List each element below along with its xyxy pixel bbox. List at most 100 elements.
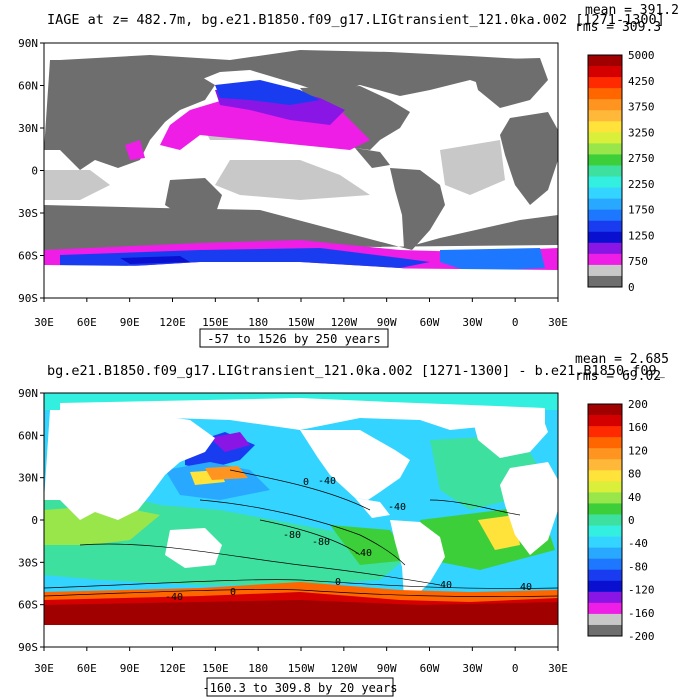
colorbar-swatch [588, 415, 622, 427]
colorbar-swatch [588, 558, 622, 571]
colorbar-swatch [588, 231, 622, 244]
top-lat-axis: 90N 60N 30N 0 30S 60S 90S [18, 37, 44, 305]
colorbar-label: 2750 [628, 152, 655, 165]
colorbar-swatch [588, 176, 622, 189]
bottom-contour-labels: 0 -40 -80 -80 -40 -40 0 40 0 -40 40 [165, 476, 532, 603]
bottom-mean: mean = 2.685 [575, 352, 669, 367]
colorbar-label: 0 [628, 281, 635, 294]
lat-tick-label: 60N [18, 429, 38, 442]
lat-tick-label: 30S [18, 207, 38, 220]
bottom-range-box [206, 677, 394, 697]
colorbar-swatch [588, 492, 622, 504]
colorbar-label: 0 [628, 514, 635, 527]
contour-label: -40 [318, 476, 336, 487]
colorbar-label: 120 [628, 444, 648, 457]
bottom-range-text: -160.3 to 309.8 by 20 years [202, 681, 397, 695]
bottom-rms: rms = 69.02 [575, 369, 661, 384]
colorbar-swatch [588, 602, 622, 615]
contour-label: -40 [354, 548, 372, 559]
colorbar-swatch [588, 198, 622, 211]
lon-tick-label: 90E [120, 662, 140, 675]
colorbar-swatch [588, 264, 622, 277]
colorbar-swatch [588, 437, 622, 449]
colorbar-swatch [588, 154, 622, 166]
colorbar-swatch [588, 165, 622, 178]
contour-label: -40 [388, 502, 406, 513]
bottom-colorbar: 200 160 120 80 40 0 -40 -80 -120 -160 -200 [587, 398, 655, 643]
contour-label: -80 [283, 530, 301, 541]
colorbar-label: 1750 [628, 204, 655, 217]
bottom-map-area [43, 392, 559, 648]
top-rms: rms = 309.3 [575, 20, 661, 35]
colorbar-swatch [588, 569, 622, 582]
lat-tick-label: 60S [18, 250, 38, 263]
bottom-lat-axis: 90N 60N 30N 0 30S 60S 90S [18, 387, 44, 654]
lon-tick-label: 120E [159, 662, 186, 675]
lon-tick-label: 120W [331, 662, 358, 675]
lon-tick-label: 30E [548, 316, 568, 329]
lon-tick-label: 120E [159, 316, 186, 329]
bottom-lon-axis: 30E 60E 90E 120E 150E 180 150W 120W 90W 60W 30W 0 30… [34, 647, 568, 675]
top-map-panel: IAGE at z= 482.7m, bg.e21.B1850.f09_g17.… [18, 3, 679, 348]
colorbar-label: 5000 [628, 49, 655, 62]
lon-tick-label: 60W [420, 662, 440, 675]
top-range-text: -57 to 1526 by 250 years [207, 332, 380, 346]
contour-label: -80 [312, 537, 330, 548]
lon-tick-label: 30W [462, 316, 482, 329]
colorbar-swatch [588, 110, 622, 122]
colorbar-label: 750 [628, 255, 648, 268]
colorbar-label: 80 [628, 468, 641, 481]
colorbar-swatch [588, 99, 622, 111]
lat-tick-label: 0 [31, 165, 38, 178]
colorbar-label: 160 [628, 421, 648, 434]
colorbar-label: 40 [628, 491, 641, 504]
top-title: IAGE at z= 482.7m, bg.e21.B1850.f09_g17.… [47, 12, 665, 28]
lat-tick-label: 30S [18, 556, 38, 569]
colorbar-swatch [588, 580, 622, 593]
lat-tick-label: 60S [18, 599, 38, 612]
lon-tick-label: 30E [34, 662, 54, 675]
colorbar-label: -200 [628, 630, 655, 643]
colorbar-label: -120 [628, 584, 655, 597]
lon-tick-label: 30E [34, 316, 54, 329]
colorbar-swatch [588, 404, 622, 416]
colorbar-swatch [588, 275, 622, 288]
colorbar-swatch [588, 143, 622, 155]
lat-tick-label: 30N [18, 122, 38, 135]
colorbar-swatch [588, 55, 622, 67]
colorbar-label: -80 [628, 560, 648, 573]
colorbar-swatch [588, 88, 622, 100]
lon-tick-label: 0 [512, 316, 519, 329]
colorbar-swatch [588, 77, 622, 89]
colorbar-label: -40 [628, 537, 648, 550]
lon-tick-label: 0 [512, 662, 519, 675]
contour-label: -40 [165, 592, 183, 603]
colorbar-swatch [588, 591, 622, 604]
colorbar-swatch [588, 448, 622, 460]
colorbar-swatch [588, 426, 622, 438]
colorbar-label: 4250 [628, 75, 655, 88]
contour-label: 0 [303, 477, 309, 488]
colorbar-label: 2250 [628, 178, 655, 191]
colorbar-label: 3750 [628, 101, 655, 114]
contour-label: 40 [520, 582, 532, 593]
colorbar-swatch [588, 209, 622, 222]
top-colorbar: 5000 4250 3750 3250 2750 2250 1750 1250 750 0 [587, 49, 655, 294]
colorbar-label: 200 [628, 398, 648, 411]
lon-tick-label: 60W [420, 316, 440, 329]
colorbar-swatch [588, 503, 622, 515]
lat-tick-label: 90S [18, 641, 38, 654]
top-map-area [43, 42, 559, 299]
lon-tick-label: 120W [331, 316, 358, 329]
contour-label: 0 [335, 577, 341, 588]
lon-tick-label: 150E [202, 316, 229, 329]
top-lon-axis: 30E 60E 90E 120E 150E 180 150W 120W 90W 60W 30W 0 30… [34, 298, 568, 329]
lat-tick-label: 60N [18, 80, 38, 93]
colorbar-swatch [588, 624, 622, 637]
lat-tick-label: 90N [18, 387, 38, 400]
colorbar-label: -160 [628, 607, 655, 620]
lon-tick-label: 90E [120, 316, 140, 329]
colorbar-swatch [588, 514, 622, 527]
colorbar-swatch [588, 220, 622, 233]
